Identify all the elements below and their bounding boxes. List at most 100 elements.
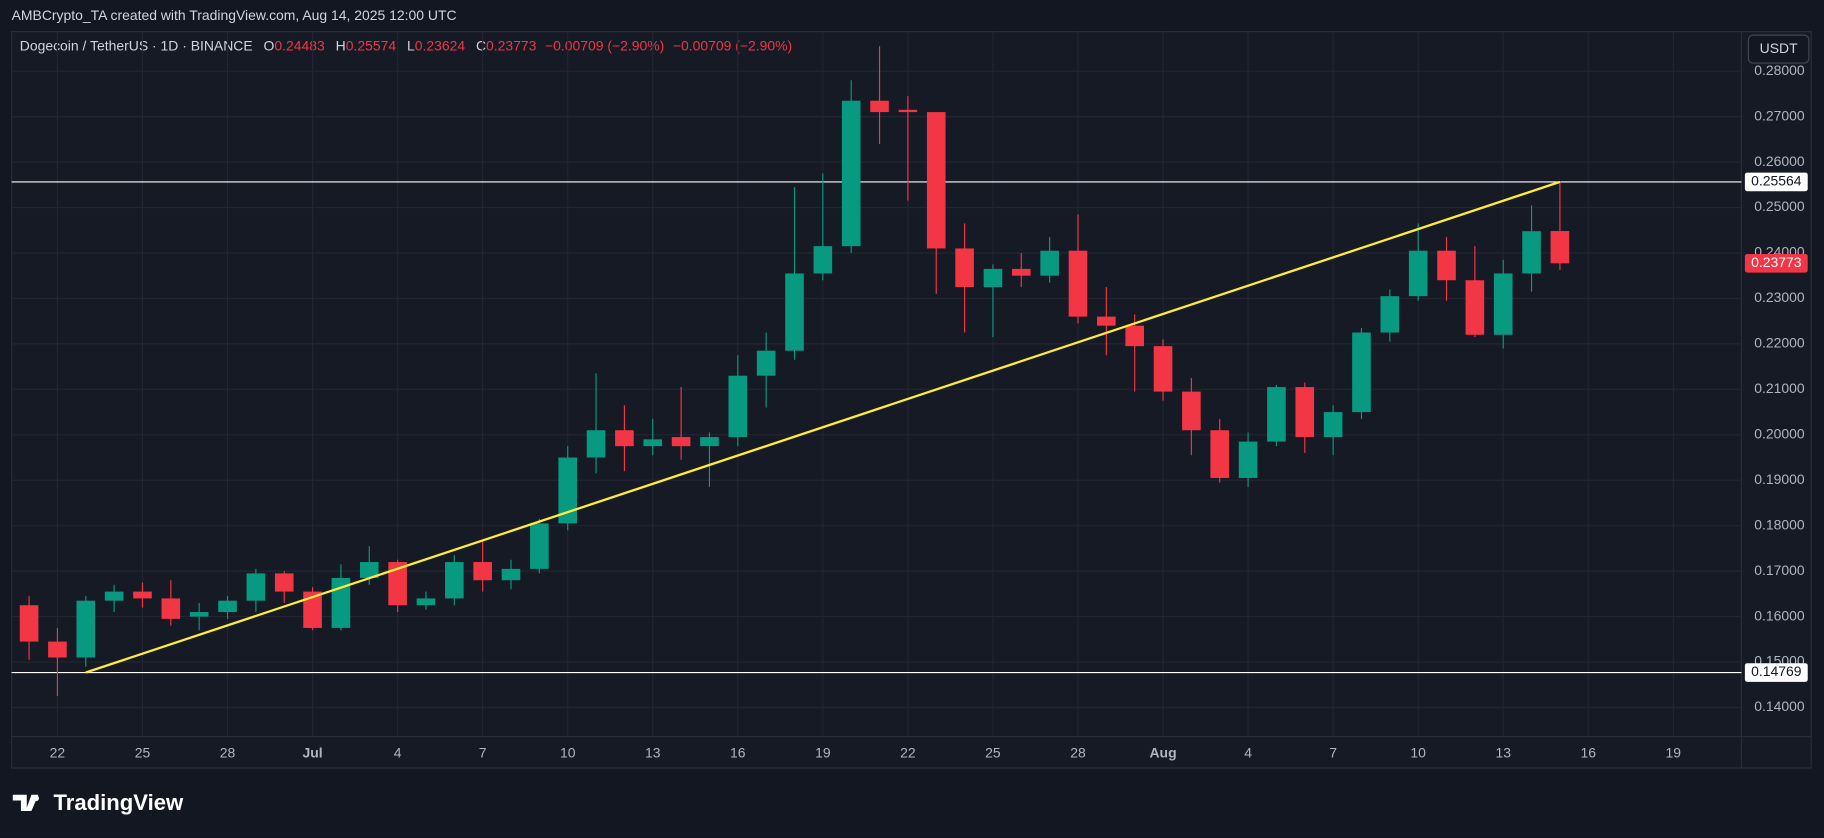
candle-body <box>218 600 237 613</box>
candle-body <box>671 437 691 447</box>
ohlc-value: 0.23624 <box>415 37 466 53</box>
x-tick-label: 13 <box>1495 745 1511 761</box>
last-price-label: 0.23773 <box>1751 254 1802 270</box>
candle-body <box>1040 250 1059 276</box>
y-tick-label: 0.21000 <box>1754 380 1805 396</box>
level-price-label-bg <box>1744 663 1808 682</box>
candle-body <box>926 112 946 249</box>
x-tick-label: 19 <box>1666 745 1682 761</box>
candle-body <box>1380 296 1400 333</box>
candle-body <box>161 598 181 619</box>
candle-body <box>388 562 407 606</box>
y-tick-label: 0.18000 <box>1754 516 1805 532</box>
x-tick-label: 25 <box>985 745 1001 761</box>
candle-body <box>1465 280 1485 335</box>
candle-body <box>530 523 549 569</box>
logo-icon <box>12 794 39 812</box>
plot-frame <box>11 31 1812 769</box>
candle-body <box>48 641 67 658</box>
y-tick-label: 0.23000 <box>1754 289 1805 305</box>
y-tick-label: 0.14000 <box>1754 698 1805 714</box>
candle-body <box>1125 325 1144 347</box>
candle-body <box>1011 268 1031 276</box>
candle-body <box>303 591 322 628</box>
y-tick-label: 0.20000 <box>1754 425 1805 441</box>
candle-body <box>445 562 464 599</box>
brand-logo <box>12 794 39 812</box>
symbol-legend: Dogecoin / TetherUS · 1D · BINANCE O0.24… <box>20 37 792 53</box>
y-tick-label: 0.16000 <box>1754 607 1805 623</box>
candle-body <box>558 457 578 524</box>
y-tick-label: 0.27000 <box>1754 107 1805 123</box>
ohlc-label: C <box>476 37 486 53</box>
candle-body <box>1182 391 1201 431</box>
candle-body <box>1493 273 1513 335</box>
x-tick-label: 4 <box>1244 745 1252 761</box>
y-tick-label: 0.17000 <box>1754 562 1805 578</box>
currency-button[interactable] <box>1747 34 1810 64</box>
candle-body <box>615 430 634 447</box>
level-price-label: 0.14769 <box>1751 663 1802 679</box>
x-tick-label: 16 <box>730 745 746 761</box>
ohlc-label: O <box>264 37 275 53</box>
x-tick-label: 25 <box>135 745 151 761</box>
candle-body <box>19 605 39 642</box>
x-tick-label: 22 <box>900 745 916 761</box>
candle-body <box>700 437 719 447</box>
x-tick-label: 16 <box>1581 745 1597 761</box>
candle-body <box>473 562 492 581</box>
y-tick-label: 0.22000 <box>1754 335 1805 351</box>
x-tick-label: 28 <box>1070 745 1086 761</box>
x-tick-label: 4 <box>394 745 402 761</box>
credit: AMBCrypto_TA created with TradingView.co… <box>12 7 457 23</box>
candle-body <box>331 577 351 628</box>
logo-dot <box>33 795 39 802</box>
candle-body <box>246 573 266 601</box>
candle-body <box>1437 250 1456 281</box>
candle-body <box>1295 387 1315 438</box>
candle-body <box>1522 231 1541 274</box>
y-tick-label: 0.26000 <box>1754 153 1805 169</box>
candle-body <box>133 591 152 599</box>
candle-body <box>955 248 974 288</box>
candle-body <box>359 562 379 578</box>
x-tick-label: 7 <box>479 745 487 761</box>
trendline <box>85 180 1561 674</box>
brand: TradingView <box>54 790 185 815</box>
candle-body <box>870 100 889 113</box>
candle-body <box>1550 231 1570 264</box>
ohlc-label: L <box>407 37 415 53</box>
candle-body <box>76 600 96 658</box>
x-tick-label: 22 <box>50 745 66 761</box>
candle-body <box>983 268 1003 288</box>
candle-body <box>728 375 748 438</box>
candle-body <box>1068 250 1088 317</box>
last-price-label-bg <box>1744 253 1808 273</box>
level-price-label-bg <box>1744 172 1808 192</box>
x-tick-label: 10 <box>560 745 576 761</box>
y-tick-label: 0.25000 <box>1754 198 1805 214</box>
candle-body <box>1210 430 1230 478</box>
candle-body <box>274 573 294 592</box>
x-tick-label: 28 <box>220 745 236 761</box>
candle-body <box>1267 387 1286 442</box>
candle-body <box>785 273 804 351</box>
ohlc-label: H <box>336 37 346 53</box>
candle-body <box>501 568 521 581</box>
candle-body <box>813 246 833 274</box>
change: −0.00709 (−2.90%) <box>545 37 664 53</box>
candle-body <box>1408 250 1428 297</box>
symbol: Dogecoin / TetherUS · 1D · BINANCE <box>20 37 253 53</box>
candle-body <box>416 598 436 606</box>
candle-body <box>1352 332 1371 413</box>
currency-label: USDT <box>1760 40 1798 56</box>
x-tick-label: 19 <box>815 745 831 761</box>
ohlc-value: 0.23773 <box>486 37 537 53</box>
candle-body <box>643 439 663 447</box>
level-price-label: 0.25564 <box>1751 173 1802 189</box>
x-tick-label: Jul <box>302 745 322 761</box>
x-tick-label: Aug <box>1149 745 1176 761</box>
x-tick-label: 10 <box>1410 745 1426 761</box>
candle-body <box>1238 441 1258 478</box>
ohlc-value: 0.25574 <box>346 37 397 53</box>
